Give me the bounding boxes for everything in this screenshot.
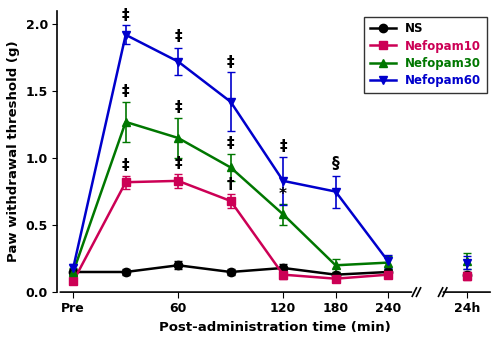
- Text: ‡: ‡: [227, 55, 234, 70]
- Legend: NS, Nefopam10, Nefopam30, Nefopam60: NS, Nefopam10, Nefopam30, Nefopam60: [364, 17, 487, 93]
- Text: ‡: ‡: [122, 84, 130, 99]
- Text: ‡: ‡: [122, 8, 130, 23]
- Text: ‡: ‡: [174, 157, 182, 172]
- Text: ‡: ‡: [174, 29, 182, 44]
- Text: †: †: [227, 177, 234, 192]
- Text: ‡: ‡: [280, 139, 287, 154]
- Y-axis label: Paw withdrawal threshold (g): Paw withdrawal threshold (g): [7, 41, 20, 262]
- Text: ‡: ‡: [227, 136, 234, 151]
- Text: *: *: [279, 187, 287, 202]
- Text: ‡: ‡: [122, 158, 130, 173]
- Bar: [414, 11, 440, 292]
- Text: ‡: ‡: [174, 100, 182, 115]
- X-axis label: Post-administration time (min): Post-administration time (min): [160, 321, 391, 334]
- Text: §: §: [332, 157, 340, 172]
